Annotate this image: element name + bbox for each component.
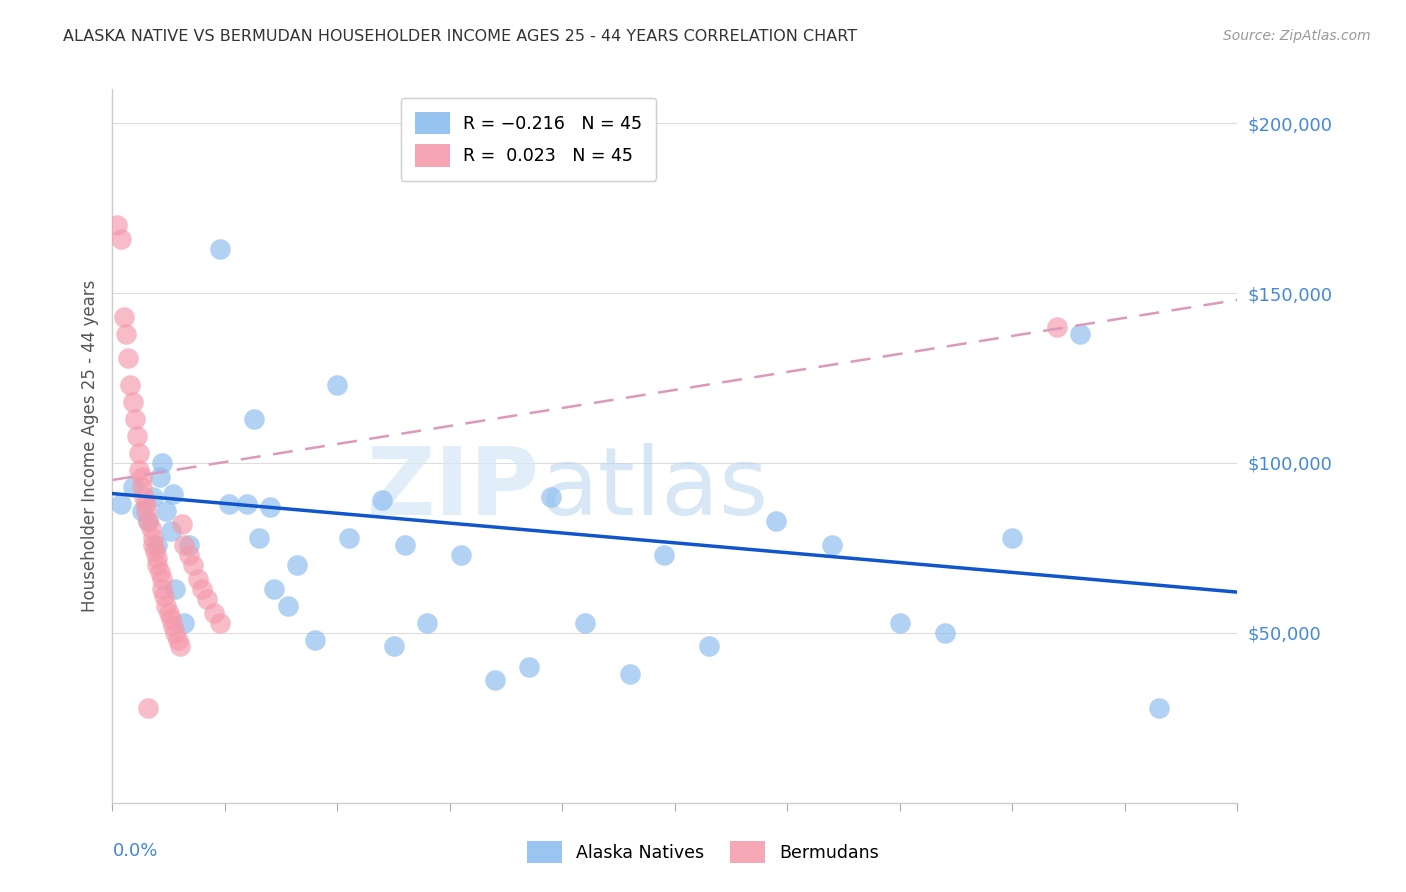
Point bbox=[160, 524, 183, 538]
Point bbox=[153, 589, 176, 603]
Point bbox=[934, 626, 956, 640]
Point bbox=[195, 591, 218, 606]
Point bbox=[697, 640, 720, 654]
Text: ZIP: ZIP bbox=[367, 442, 540, 535]
Point bbox=[173, 615, 195, 630]
Point bbox=[105, 218, 128, 232]
Text: ALASKA NATIVE VS BERMUDAN HOUSEHOLDER INCOME AGES 25 - 44 YEARS CORRELATION CHAR: ALASKA NATIVE VS BERMUDAN HOUSEHOLDER IN… bbox=[63, 29, 858, 44]
Legend: Alaska Natives, Bermudans: Alaska Natives, Bermudans bbox=[520, 834, 886, 870]
Point bbox=[143, 544, 166, 558]
Point bbox=[263, 582, 285, 596]
Point bbox=[177, 548, 200, 562]
Point bbox=[142, 537, 165, 551]
Point bbox=[394, 537, 416, 551]
Y-axis label: Householder Income Ages 25 - 44 years: Householder Income Ages 25 - 44 years bbox=[80, 280, 98, 612]
Point bbox=[1046, 320, 1069, 334]
Point bbox=[259, 500, 281, 515]
Point bbox=[165, 626, 187, 640]
Point bbox=[166, 632, 188, 647]
Point bbox=[574, 615, 596, 630]
Point bbox=[218, 497, 240, 511]
Point bbox=[517, 660, 540, 674]
Point bbox=[173, 537, 195, 551]
Text: Source: ZipAtlas.com: Source: ZipAtlas.com bbox=[1223, 29, 1371, 43]
Point bbox=[177, 537, 200, 551]
Text: atlas: atlas bbox=[540, 442, 768, 535]
Point bbox=[138, 514, 160, 528]
Point bbox=[1001, 531, 1024, 545]
Point bbox=[124, 412, 146, 426]
Point bbox=[150, 456, 173, 470]
Point bbox=[304, 632, 326, 647]
Point bbox=[142, 531, 165, 545]
Point bbox=[169, 640, 191, 654]
Point bbox=[187, 572, 209, 586]
Point bbox=[889, 615, 911, 630]
Point bbox=[146, 551, 169, 566]
Point bbox=[120, 377, 142, 392]
Point bbox=[131, 469, 153, 483]
Point bbox=[146, 558, 169, 572]
Point bbox=[138, 700, 160, 714]
Point bbox=[371, 493, 394, 508]
Point bbox=[146, 537, 169, 551]
Point bbox=[236, 497, 259, 511]
Point bbox=[160, 612, 183, 626]
Point bbox=[382, 640, 405, 654]
Point bbox=[155, 503, 177, 517]
Point bbox=[209, 242, 232, 256]
Point bbox=[117, 351, 139, 365]
Point bbox=[131, 480, 153, 494]
Point bbox=[285, 558, 308, 572]
Point bbox=[209, 615, 232, 630]
Point bbox=[155, 599, 177, 613]
Point bbox=[277, 599, 299, 613]
Point bbox=[131, 503, 153, 517]
Point bbox=[135, 503, 157, 517]
Point bbox=[416, 615, 439, 630]
Point bbox=[162, 486, 184, 500]
Point bbox=[337, 531, 360, 545]
Point bbox=[821, 537, 844, 551]
Point bbox=[1147, 700, 1170, 714]
Point bbox=[162, 619, 184, 633]
Point bbox=[765, 514, 787, 528]
Point bbox=[165, 582, 187, 596]
Point bbox=[150, 582, 173, 596]
Point bbox=[1069, 326, 1091, 341]
Point bbox=[110, 497, 132, 511]
Point bbox=[157, 606, 180, 620]
Point bbox=[115, 326, 138, 341]
Point bbox=[132, 490, 155, 504]
Legend: R = −0.216   N = 45, R =  0.023   N = 45: R = −0.216 N = 45, R = 0.023 N = 45 bbox=[401, 98, 657, 181]
Point bbox=[326, 377, 349, 392]
Point bbox=[243, 412, 266, 426]
Point bbox=[135, 497, 157, 511]
Point bbox=[149, 469, 172, 483]
Point bbox=[183, 558, 205, 572]
Point bbox=[450, 548, 472, 562]
Point bbox=[142, 490, 165, 504]
Point bbox=[191, 582, 214, 596]
Text: 0.0%: 0.0% bbox=[112, 842, 157, 860]
Point bbox=[540, 490, 562, 504]
Point bbox=[138, 514, 160, 528]
Point bbox=[127, 429, 149, 443]
Point bbox=[121, 394, 143, 409]
Point bbox=[149, 565, 172, 579]
Point bbox=[139, 520, 162, 534]
Point bbox=[110, 232, 132, 246]
Point bbox=[619, 666, 641, 681]
Point bbox=[150, 572, 173, 586]
Point bbox=[202, 606, 225, 620]
Point bbox=[128, 446, 150, 460]
Point bbox=[172, 517, 194, 532]
Point bbox=[247, 531, 270, 545]
Point bbox=[652, 548, 675, 562]
Point bbox=[484, 673, 506, 688]
Point bbox=[112, 310, 135, 324]
Point bbox=[128, 463, 150, 477]
Point bbox=[121, 480, 143, 494]
